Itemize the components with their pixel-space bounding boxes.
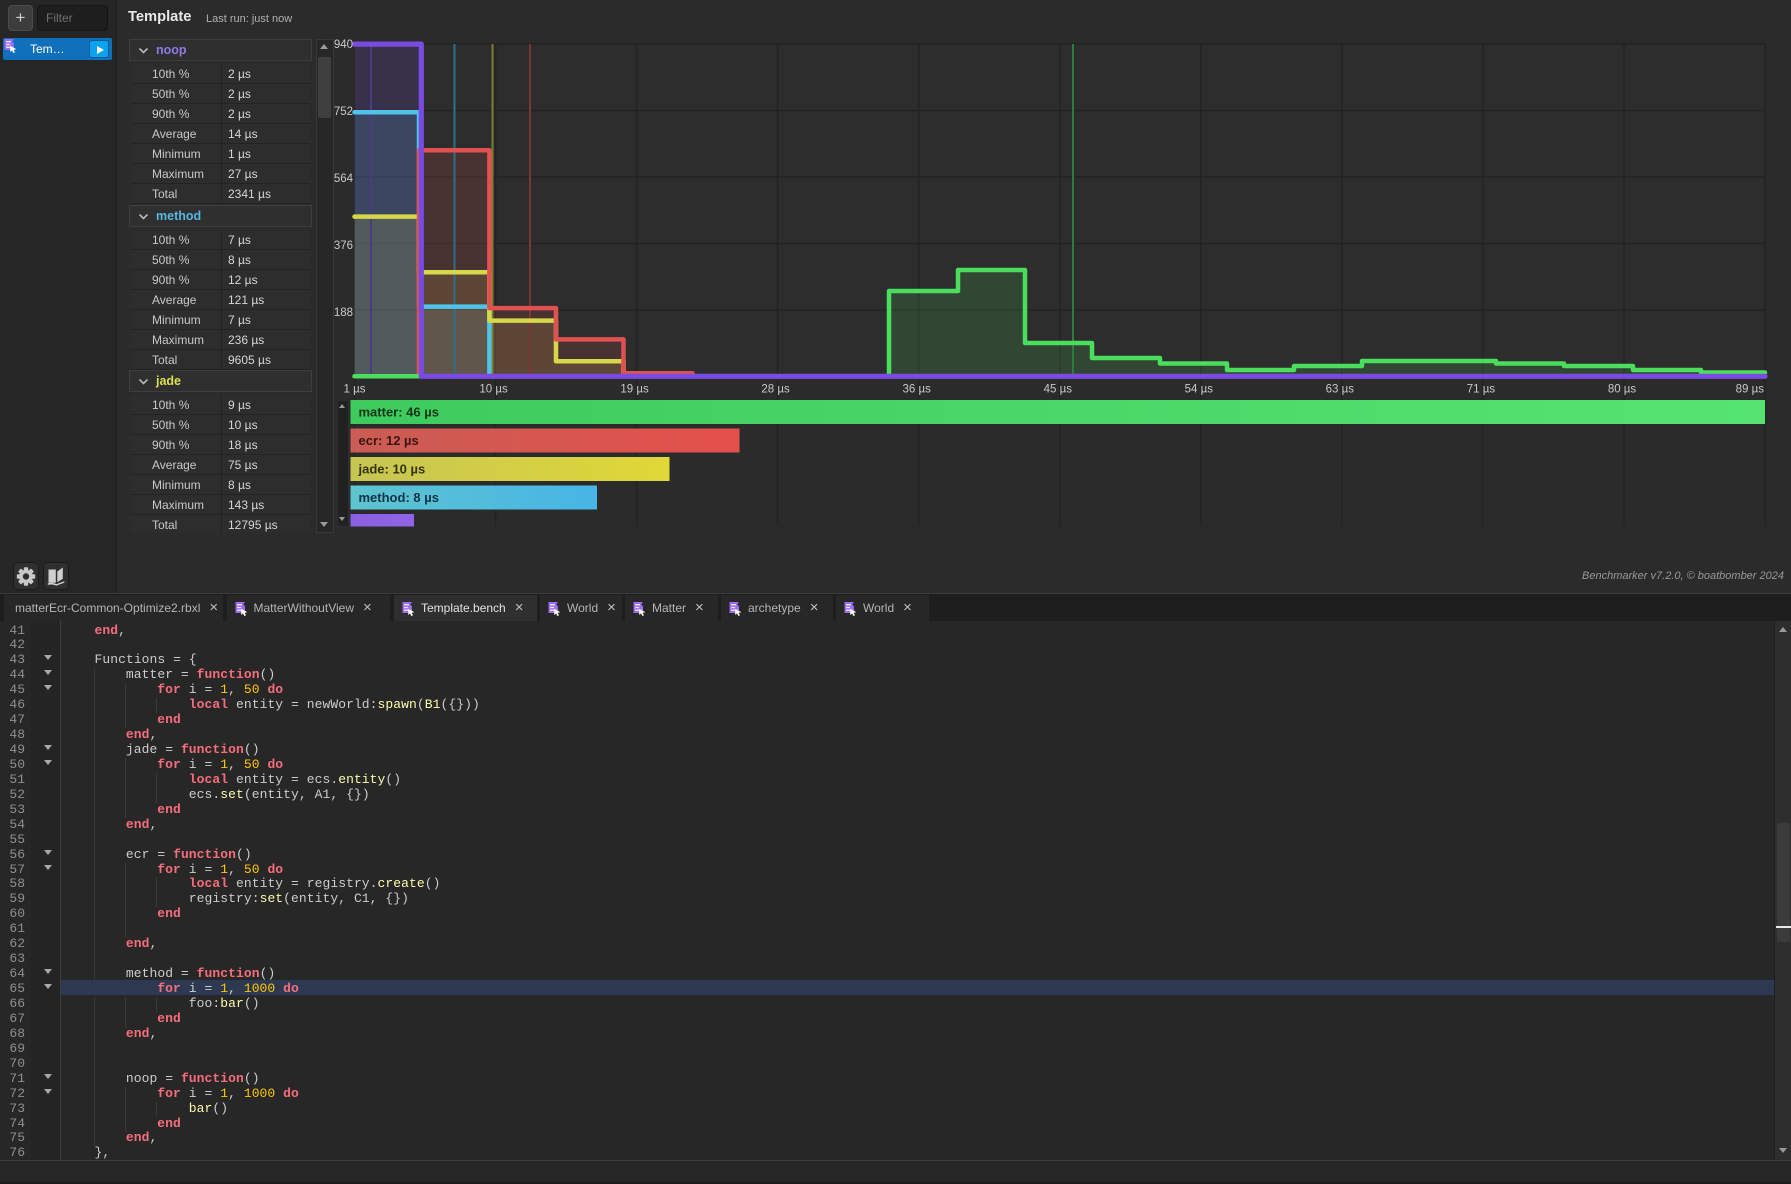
svg-text:54 µs: 54 µs	[1185, 384, 1214, 396]
svg-text:jade: 10 µs: jade: 10 µs	[358, 462, 426, 477]
svg-text:63 µs: 63 µs	[1326, 384, 1355, 396]
svg-text:method: 8 µs: method: 8 µs	[359, 490, 439, 505]
svg-text:10 µs: 10 µs	[479, 384, 508, 396]
svg-text:89 µs: 89 µs	[1736, 384, 1765, 396]
svg-text:940: 940	[334, 39, 353, 51]
svg-text:71 µs: 71 µs	[1467, 384, 1496, 396]
svg-text:45 µs: 45 µs	[1044, 384, 1073, 396]
svg-text:19 µs: 19 µs	[620, 384, 649, 396]
svg-text:376: 376	[334, 240, 353, 252]
svg-text:matter: 46 µs: matter: 46 µs	[359, 405, 439, 420]
svg-text:188: 188	[334, 307, 353, 319]
svg-text:28 µs: 28 µs	[761, 384, 790, 396]
svg-text:36 µs: 36 µs	[903, 384, 932, 396]
svg-text:80 µs: 80 µs	[1608, 384, 1637, 396]
svg-text:1 µs: 1 µs	[344, 384, 366, 396]
svg-text:752: 752	[334, 106, 353, 118]
svg-text:564: 564	[334, 173, 354, 185]
svg-text:ecr: 12 µs: ecr: 12 µs	[359, 433, 419, 448]
